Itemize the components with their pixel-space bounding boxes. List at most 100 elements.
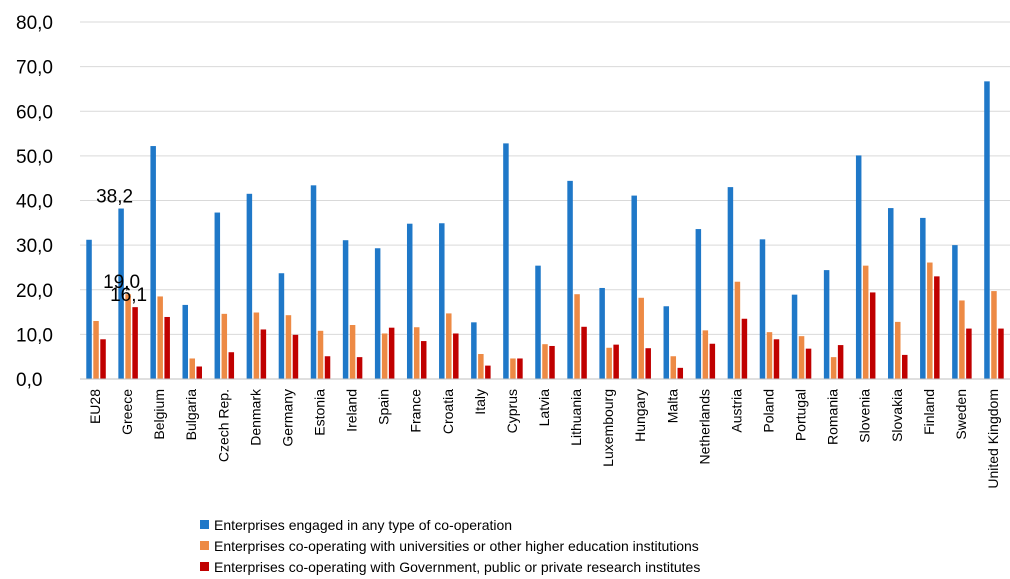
bar: [869, 292, 876, 379]
x-tick-label: Slovakia: [889, 389, 905, 442]
bar: [388, 327, 395, 379]
x-tick-label: Austria: [728, 389, 744, 433]
bar: [855, 155, 862, 379]
bar: [150, 146, 156, 379]
x-tick-label: Estonia: [312, 389, 328, 436]
bar: [485, 365, 491, 379]
legend-swatch: [200, 520, 209, 529]
bar: [709, 343, 716, 379]
bar: [317, 330, 324, 379]
bar: [567, 180, 573, 379]
bar: [406, 223, 413, 379]
bar: [420, 341, 427, 379]
bar: [517, 358, 523, 379]
bar: [638, 297, 644, 379]
x-axis-tick-labels: EU28 Greece Belgium Bulgaria Czech Rep. Denma…: [87, 388, 1001, 489]
bar: [549, 345, 555, 379]
bar: [773, 339, 780, 379]
bar: [902, 354, 908, 379]
bar: [356, 357, 363, 379]
bar: [991, 291, 997, 379]
bar: [920, 217, 926, 379]
bar: [157, 296, 163, 379]
data-label: 16,1: [110, 285, 147, 306]
bar: [574, 294, 580, 379]
x-tick-label: Sweden: [953, 389, 969, 440]
bar: [759, 239, 766, 379]
bar: [439, 223, 445, 379]
bar: [895, 321, 901, 379]
x-tick-label: Croatia: [440, 389, 456, 434]
bar: [542, 344, 548, 379]
x-tick-label: Ireland: [344, 389, 360, 432]
y-tick-label: 40,0: [16, 192, 53, 213]
bar: [478, 354, 484, 379]
bar: [984, 81, 990, 379]
bar: [645, 348, 651, 379]
legend-label: Enterprises engaged in any type of co-op…: [214, 516, 513, 533]
bar: [695, 229, 702, 379]
x-tick-label: Latvia: [536, 389, 552, 427]
legend-swatch: [200, 562, 209, 571]
x-tick-label: Spain: [376, 389, 392, 425]
data-label: 19,0: [103, 272, 140, 293]
bar: [805, 348, 812, 379]
bar: [285, 315, 292, 379]
y-tick-label: 80,0: [16, 13, 53, 34]
data-label: 38,2: [96, 187, 133, 208]
bar: [342, 240, 349, 379]
bar: [862, 265, 869, 379]
bar: [952, 245, 958, 379]
bar: [927, 262, 933, 379]
bar: [670, 356, 677, 379]
bar: [446, 313, 452, 379]
bar: [196, 366, 202, 379]
y-tick-label: 70,0: [16, 58, 53, 79]
legend-label: Enterprises co-operating with Government…: [214, 558, 701, 575]
bar: [381, 333, 388, 379]
bar: [663, 306, 670, 379]
x-tick-label: Bulgaria: [183, 389, 199, 441]
bar: [182, 304, 188, 379]
bar: [823, 270, 830, 379]
y-tick-label: 50,0: [16, 147, 53, 168]
bar: [189, 358, 195, 379]
bar: [837, 345, 844, 379]
x-tick-label: Lithuania: [568, 389, 584, 446]
x-tick-label: Denmark: [247, 388, 263, 446]
bar: [164, 316, 170, 379]
bar: [324, 356, 331, 379]
bar: [727, 187, 734, 379]
x-tick-label: Slovenia: [857, 389, 873, 443]
legend-item: Enterprises co-operating with universiti…: [200, 535, 700, 556]
x-tick-label: Italy: [472, 389, 488, 415]
x-tick-label: Hungary: [632, 389, 648, 442]
bar: [125, 294, 131, 379]
bar: [100, 339, 106, 379]
bar: [471, 322, 477, 379]
legend-swatch: [200, 541, 209, 550]
bar: [934, 276, 940, 379]
x-tick-label: Greece: [119, 389, 135, 435]
bar: [310, 185, 317, 379]
x-tick-label: Finland: [921, 389, 937, 435]
bar: [253, 312, 260, 379]
x-tick-label: Romania: [825, 389, 841, 445]
data-labels: 38,2 19,016,1: [96, 187, 147, 307]
bar: [86, 239, 92, 379]
bar: [741, 318, 748, 379]
x-tick-label: Netherlands: [696, 389, 712, 465]
x-tick-label: France: [408, 389, 424, 433]
gridlines: [80, 21, 1010, 335]
y-tick-label: 60,0: [16, 102, 53, 123]
bar: [613, 344, 619, 379]
x-tick-label: Belgium: [151, 389, 167, 440]
bar: [374, 248, 381, 379]
bars: [86, 81, 1004, 379]
x-tick-label: United Kingdom: [985, 389, 1001, 489]
bar: [118, 208, 124, 379]
bar: [349, 325, 356, 379]
bar: [677, 367, 684, 379]
bar: [221, 313, 228, 379]
